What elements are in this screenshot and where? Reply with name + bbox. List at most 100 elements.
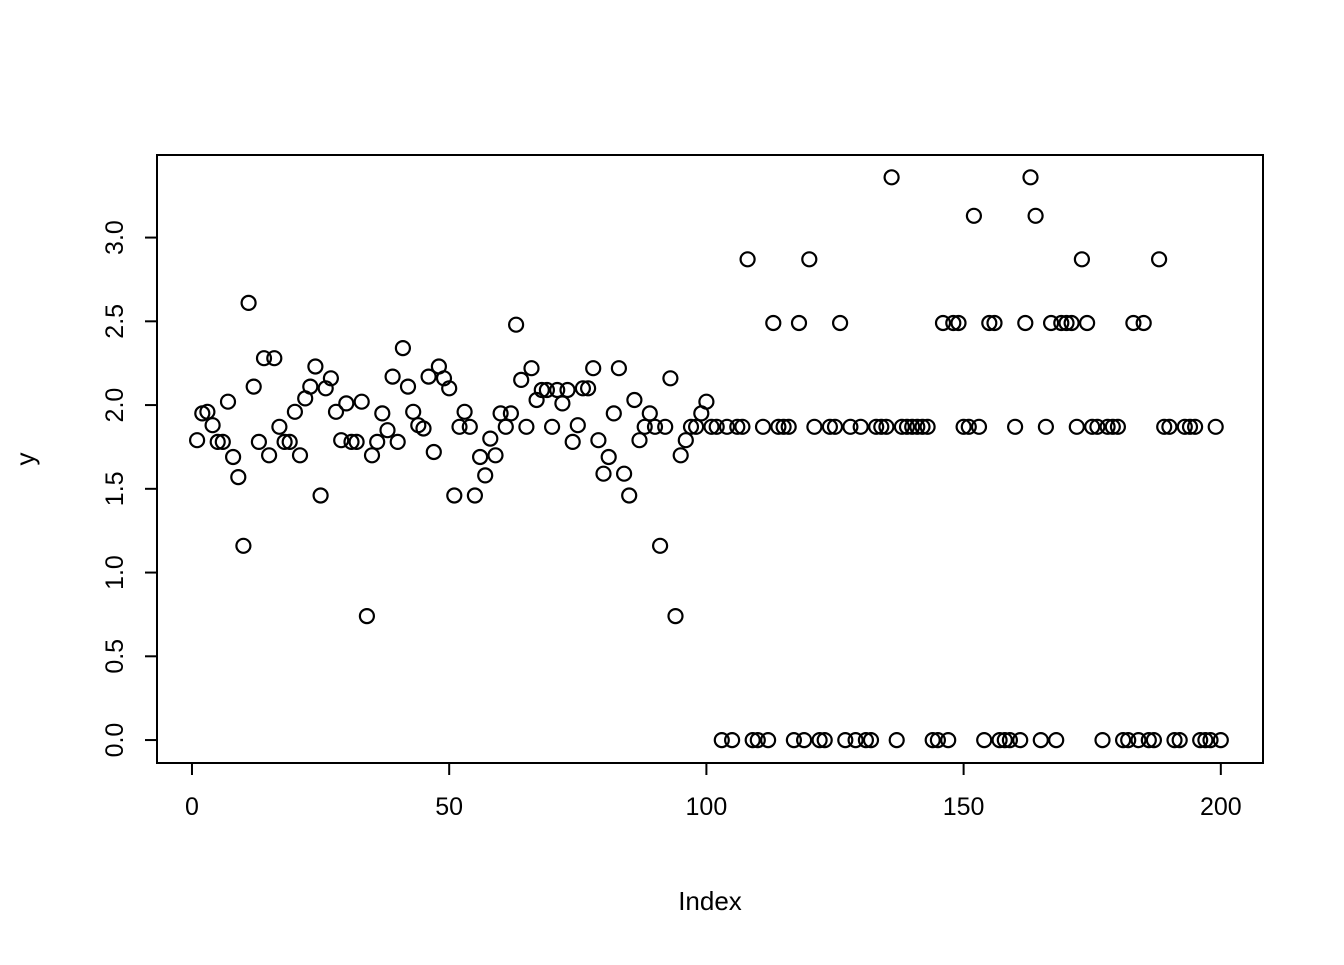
data-point	[225, 448, 242, 466]
y-axis-title: y	[10, 453, 40, 466]
data-point	[955, 418, 972, 435]
data-point	[451, 418, 468, 435]
x-tick-label: 200	[1200, 793, 1242, 821]
data-point	[523, 360, 540, 377]
data-point	[492, 405, 509, 422]
data-point	[1171, 731, 1188, 749]
data-point	[497, 418, 514, 435]
data-point	[898, 418, 916, 435]
data-point	[1156, 418, 1173, 435]
data-point	[600, 448, 617, 466]
y-tick-label: 0.5	[101, 639, 129, 674]
data-point	[1001, 731, 1019, 749]
data-point	[914, 418, 931, 435]
y-tick-label: 1.0	[101, 555, 129, 590]
data-point	[322, 370, 339, 387]
data-point	[405, 403, 422, 420]
y-axis: 0.0 0.5 1.0 1.5 2.0 2.5 3.0	[101, 220, 157, 757]
data-point	[713, 731, 730, 749]
data-point	[770, 418, 787, 435]
data-point	[189, 432, 206, 449]
data-point	[873, 418, 890, 435]
data-point	[384, 368, 401, 385]
data-point	[857, 731, 875, 749]
data-point	[271, 418, 288, 435]
data-point	[924, 731, 941, 749]
data-point	[466, 487, 483, 504]
data-point	[1037, 418, 1055, 435]
data-point	[1176, 418, 1193, 435]
data-point	[1120, 731, 1137, 749]
data-point	[970, 418, 988, 435]
data-point	[698, 393, 715, 410]
data-point	[662, 370, 679, 387]
plot-frame	[156, 154, 1264, 764]
data-point	[543, 418, 561, 435]
data-point	[286, 403, 303, 420]
data-point	[338, 395, 355, 412]
data-point	[682, 418, 700, 435]
data-point	[1048, 731, 1065, 749]
data-point	[1073, 251, 1091, 268]
data-point	[1207, 418, 1224, 435]
data-point	[1053, 314, 1070, 332]
y-tick-label: 2.5	[101, 304, 129, 339]
data-point	[369, 433, 386, 450]
data-point	[1006, 418, 1024, 435]
data-point	[291, 447, 309, 464]
y-tick-label: 3.0	[101, 220, 129, 255]
data-point	[749, 731, 766, 749]
x-axis: 0 50 100 150 200	[185, 763, 1242, 821]
data-point	[477, 467, 494, 484]
data-point	[1186, 418, 1204, 435]
data-point	[590, 432, 607, 449]
data-point	[1130, 731, 1147, 749]
data-point	[734, 418, 751, 435]
data-point	[507, 316, 525, 333]
data-point	[888, 731, 905, 749]
x-tick-label: 150	[943, 793, 985, 821]
data-point	[472, 448, 489, 466]
data-point	[204, 417, 221, 434]
data-point	[399, 378, 417, 395]
data-point	[837, 731, 854, 749]
data-point	[1068, 418, 1085, 435]
data-point	[996, 731, 1013, 749]
data-point	[261, 447, 278, 464]
data-point	[1192, 731, 1209, 749]
data-point	[199, 403, 216, 420]
y-tick-label: 1.5	[101, 471, 129, 506]
data-point	[744, 731, 761, 749]
data-point	[1058, 314, 1075, 332]
data-point	[934, 314, 952, 332]
data-point	[986, 314, 1003, 332]
data-point	[549, 381, 566, 399]
data-point	[363, 447, 381, 464]
data-point	[821, 418, 839, 435]
data-point	[420, 368, 437, 385]
data-point	[703, 418, 720, 435]
data-point	[626, 391, 643, 409]
data-point	[708, 418, 725, 435]
data-point	[461, 418, 478, 435]
data-point	[1063, 314, 1080, 332]
data-point	[904, 418, 921, 435]
data-point	[240, 294, 257, 311]
data-point	[266, 350, 283, 367]
data-point	[487, 447, 504, 464]
data-point	[1202, 731, 1219, 749]
data-point	[358, 607, 375, 625]
data-point	[878, 418, 895, 435]
data-point	[569, 417, 586, 434]
x-tick-label: 0	[185, 793, 199, 821]
data-point	[353, 393, 370, 410]
data-point	[1042, 314, 1060, 332]
data-point	[415, 420, 432, 437]
data-point	[621, 487, 638, 504]
data-point	[1114, 731, 1132, 749]
data-point	[554, 395, 571, 412]
data-point	[667, 607, 684, 625]
data-point	[1078, 314, 1096, 332]
